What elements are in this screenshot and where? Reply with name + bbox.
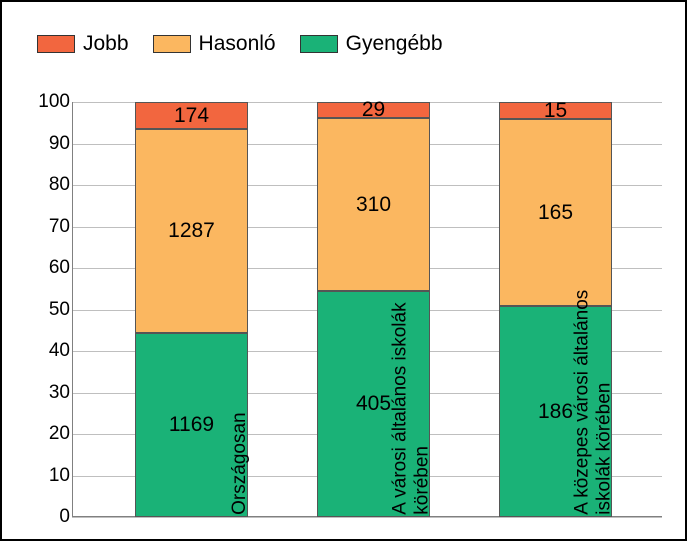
chart-container: Jobb Hasonló Gyengébb 0 10 20 30 40 50 60 70 80 9… [0,0,687,541]
gridline [72,517,662,518]
y-tick: 10 [22,465,70,487]
legend-label-hasonlo: Hasonló [199,32,276,56]
bar-value: 174 [135,104,248,128]
category-label: Országosan [229,413,251,515]
bar-value: 310 [317,193,430,217]
legend: Jobb Hasonló Gyengébb [37,32,443,56]
y-tick: 70 [22,216,70,238]
category-label: A városi általános iskolákkörében [389,303,433,515]
category-label: A közepes városi általánosiskolák körébe… [571,290,615,515]
bars: 11691287174Országosan40531029A városi ál… [72,102,662,517]
y-tick: 0 [22,506,70,528]
legend-item-hasonlo: Hasonló [153,32,276,56]
y-tick: 100 [22,91,70,113]
y-tick: 30 [22,382,70,404]
y-tick: 50 [22,299,70,321]
legend-label-gyengebb: Gyengébb [346,32,443,56]
bar-value: 15 [499,99,612,123]
legend-swatch-gyengebb [300,35,338,53]
y-tick: 60 [22,257,70,279]
y-axis: 0102030405060708090100 [22,102,70,517]
y-tick: 80 [22,174,70,196]
legend-item-gyengebb: Gyengébb [300,32,443,56]
bar-value: 29 [317,98,430,122]
y-tick: 40 [22,340,70,362]
y-tick: 20 [22,423,70,445]
y-tick: 90 [22,133,70,155]
bar-value: 165 [499,201,612,225]
legend-swatch-hasonlo [153,35,191,53]
legend-swatch-jobb [37,35,75,53]
legend-label-jobb: Jobb [83,32,129,56]
bar-value: 1287 [135,219,248,243]
plot-area: 11691287174Országosan40531029A városi ál… [72,102,662,517]
legend-item-jobb: Jobb [37,32,129,56]
